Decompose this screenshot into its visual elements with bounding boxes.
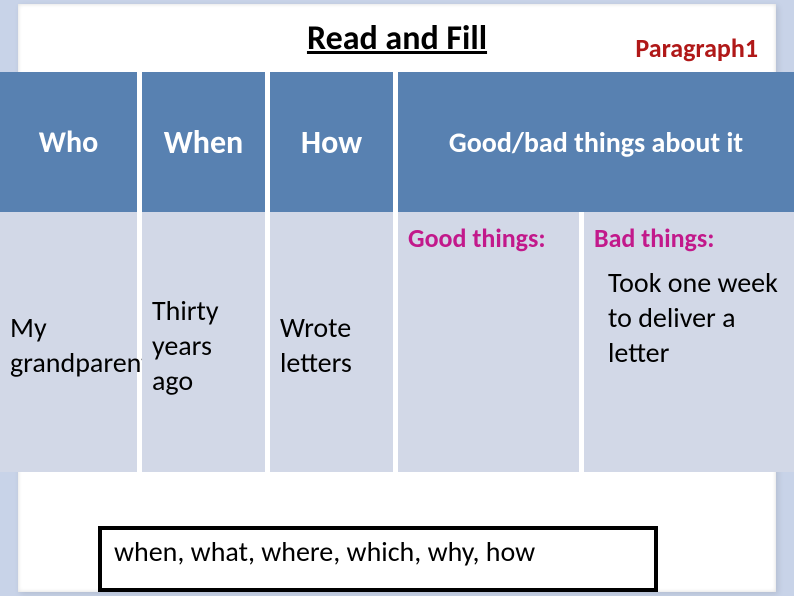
title-row: Read and Fill Paragraph1 <box>18 4 776 72</box>
cell-good: Good things: <box>398 212 584 472</box>
bad-things-label: Bad things: <box>594 222 784 255</box>
page-title: Read and Fill <box>307 18 487 59</box>
page-subtitle: Paragraph1 <box>635 32 758 64</box>
cell-bad: Bad things: Took one week to deliver a l… <box>584 212 794 472</box>
table: Who When How Good/bad things about it My… <box>18 72 794 472</box>
cell-how: Wrote letters <box>270 212 398 472</box>
bad-things-text: Took one week to deliver a letter <box>594 265 784 370</box>
th-who: Who <box>0 72 142 212</box>
th-how: How <box>270 72 398 212</box>
cell-when: Thirty years ago <box>142 212 270 472</box>
cell-who: My grandparents <box>0 212 142 472</box>
th-when: When <box>142 72 270 212</box>
good-things-label: Good things: <box>408 222 569 255</box>
table-row: My grandparents Thirty years ago Wrote l… <box>0 212 794 472</box>
page-card: Read and Fill Paragraph1 Who When How Go… <box>18 4 776 592</box>
th-goodbad: Good/bad things about it <box>398 72 794 212</box>
word-bank-box: when, what, where, which, why, how <box>98 526 658 592</box>
table-header-row: Who When How Good/bad things about it <box>0 72 794 212</box>
